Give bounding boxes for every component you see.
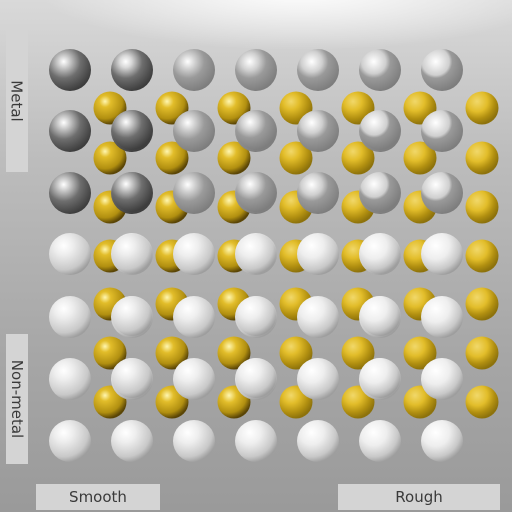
mid-sphere (112, 234, 152, 274)
metal-sphere (235, 49, 277, 91)
smooth-label-text: Smooth (69, 488, 127, 506)
gold-sphere (155, 141, 189, 175)
gold-sphere (341, 141, 375, 175)
gold-sphere (279, 336, 313, 370)
gold-sphere (93, 336, 127, 370)
gold-sphere (403, 336, 437, 370)
non-metal-sphere (173, 420, 215, 462)
metal-sphere (421, 172, 463, 214)
metal-sphere (49, 172, 91, 214)
non-metal-sphere (421, 358, 463, 400)
mid-sphere (236, 358, 276, 398)
non-metal-sphere (359, 420, 401, 462)
metal-label: Metal (6, 30, 28, 172)
mid-sphere (360, 358, 400, 398)
gold-sphere (341, 336, 375, 370)
gold-sphere (93, 141, 127, 175)
silver-sphere-layer (49, 49, 463, 462)
non-metal-sphere (235, 420, 277, 462)
gold-sphere (465, 141, 499, 175)
metal-label-text: Metal (8, 80, 27, 122)
mid-sphere (236, 110, 276, 150)
smooth-label: Smooth (36, 484, 160, 510)
gold-sphere (465, 91, 499, 125)
gold-sphere (465, 190, 499, 224)
mid-sphere (360, 296, 400, 336)
non-metal-sphere (421, 296, 463, 338)
gold-sphere (465, 336, 499, 370)
metal-sphere (421, 49, 463, 91)
mid-sphere (360, 172, 400, 212)
mid-sphere (236, 296, 276, 336)
gold-sphere (465, 385, 499, 419)
non-metal-sphere (49, 358, 91, 400)
metal-sphere (421, 110, 463, 152)
mid-sphere (360, 110, 400, 150)
gold-sphere (465, 287, 499, 321)
metal-sphere (49, 49, 91, 91)
metal-sphere (297, 49, 339, 91)
gold-sphere (217, 141, 251, 175)
metal-sphere (359, 49, 401, 91)
non-metal-sphere (421, 420, 463, 462)
metal-sphere (111, 49, 153, 91)
non-metal-label-text: Non-metal (8, 359, 26, 439)
metal-sphere (173, 110, 215, 152)
gold-sphere (217, 336, 251, 370)
mid-sphere (236, 172, 276, 212)
non-metal-sphere (49, 296, 91, 338)
metal-sphere (173, 49, 215, 91)
metal-sphere (297, 110, 339, 152)
non-metal-sphere (297, 233, 339, 275)
non-metal-sphere (297, 296, 339, 338)
non-metal-label: Non-metal (6, 334, 28, 464)
gold-sphere (403, 141, 437, 175)
mid-sphere (112, 172, 152, 212)
rough-label: Rough (338, 484, 500, 510)
non-metal-sphere (49, 233, 91, 275)
non-metal-sphere (173, 358, 215, 400)
metal-sphere (49, 110, 91, 152)
non-metal-sphere (49, 420, 91, 462)
non-metal-sphere (421, 233, 463, 275)
non-metal-sphere (173, 296, 215, 338)
gold-sphere-layer (93, 91, 499, 419)
metal-sphere (297, 172, 339, 214)
gold-sphere (465, 239, 499, 273)
rough-label-text: Rough (395, 488, 443, 506)
metal-sphere (173, 172, 215, 214)
non-metal-sphere (297, 420, 339, 462)
non-metal-sphere (297, 358, 339, 400)
non-metal-sphere (173, 233, 215, 275)
mid-sphere (112, 358, 152, 398)
mid-sphere (112, 110, 152, 150)
non-metal-sphere (111, 420, 153, 462)
gold-sphere (279, 141, 313, 175)
gold-sphere (155, 336, 189, 370)
mid-sphere (112, 296, 152, 336)
mid-sphere (360, 234, 400, 274)
mid-sphere (236, 234, 276, 274)
